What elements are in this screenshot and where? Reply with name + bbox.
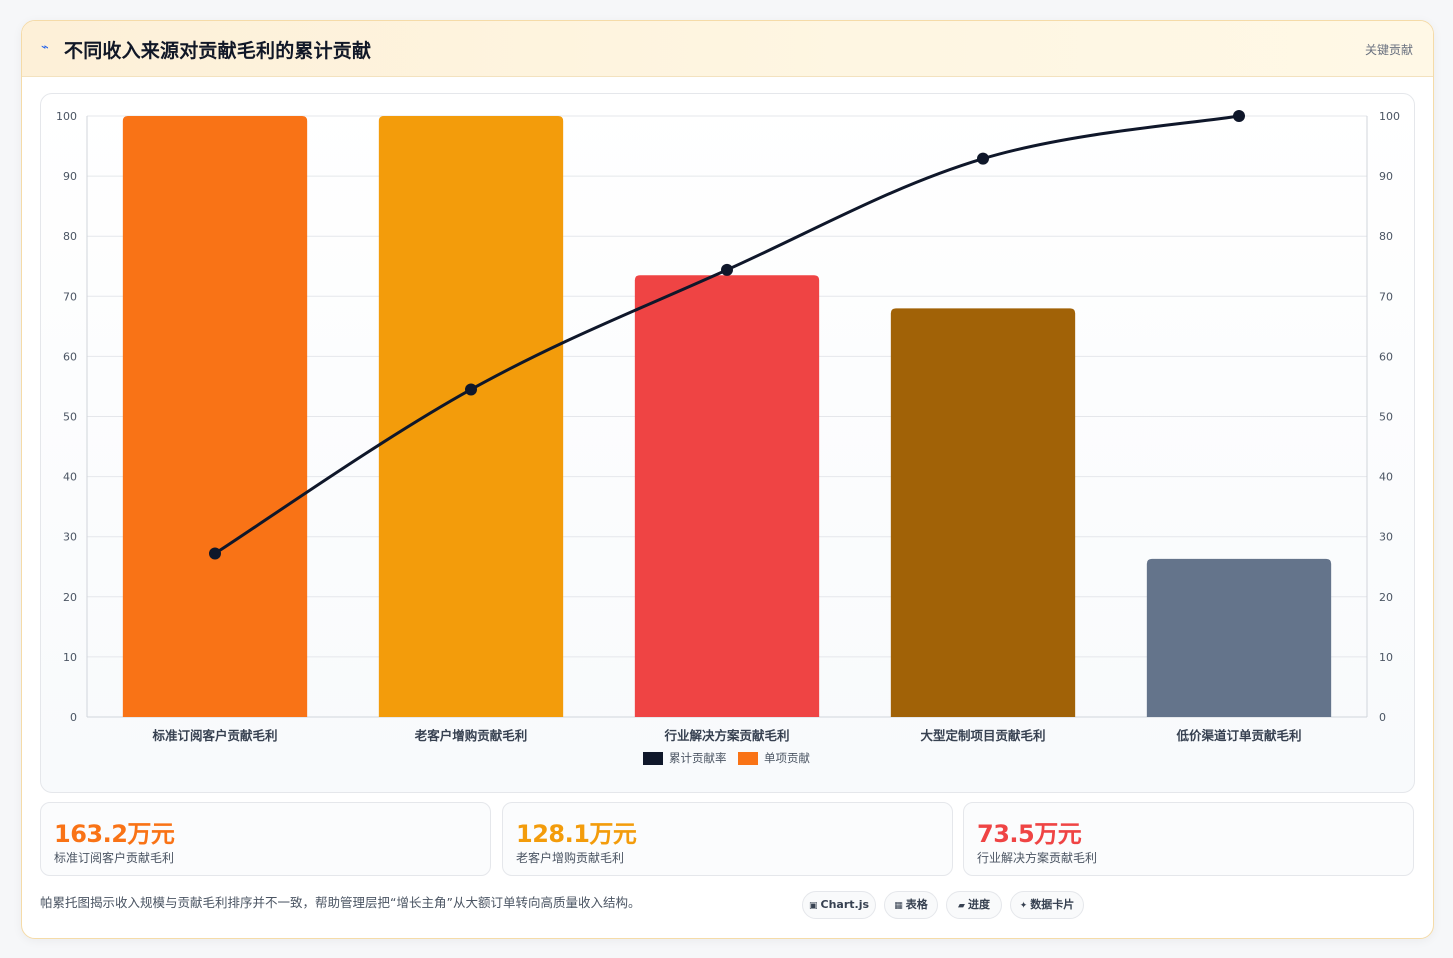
metric-label: 标准订阅客户贡献毛利	[54, 851, 175, 865]
y-tick-label: 30	[63, 531, 77, 544]
chip-label: Chart.js	[820, 898, 870, 911]
chip-label: 数据卡片	[1030, 898, 1075, 911]
progress-icon: ▰	[958, 901, 965, 911]
y2-tick-label: 60	[1379, 350, 1393, 363]
y2-tick-label: 30	[1379, 531, 1393, 544]
cumulative-point	[1233, 110, 1245, 122]
x-tick-label: 老客户增购贡献毛利	[414, 728, 528, 743]
metric-label: 行业解决方案贡献毛利	[977, 851, 1098, 865]
x-tick-label: 低价渠道订单贡献毛利	[1175, 728, 1301, 743]
cumulative-point	[465, 383, 477, 396]
dashboard-card: ⌁ 不同收入来源对贡献毛利的累计贡献 关键贡献 0 10 20 30 40 50 60 70 8…	[21, 20, 1434, 939]
metric-card: 128.1万元 老客户增购贡献毛利	[502, 802, 953, 876]
metric-card: 163.2万元 标准订阅客户贡献毛利	[40, 802, 491, 876]
x-tick-label: 标准订阅客户贡献毛利	[151, 728, 277, 743]
metric-value: 128.1万元	[516, 820, 637, 848]
metric-value: 73.5万元	[977, 820, 1082, 848]
y-tick-label: 90	[63, 170, 77, 183]
chart-description: 帕累托图揭示收入规模与贡献毛利排序并不一致，帮助管理层把“增长主角”从大额订单转…	[40, 895, 641, 910]
y2-tick-label: 90	[1379, 170, 1393, 183]
metric-value: 163.2万元	[54, 820, 175, 848]
y-tick-label: 40	[63, 471, 77, 484]
sparkle-icon: ✦	[1019, 901, 1028, 911]
x-tick-label: 大型定制项目贡献毛利	[920, 728, 1045, 743]
y-tick-label: 20	[63, 591, 77, 604]
chip-chartjs[interactable]: ▣ Chart.js	[802, 891, 876, 919]
legend-swatch	[643, 752, 663, 765]
y-tick-label: 80	[63, 230, 77, 243]
y2-tick-label: 70	[1379, 290, 1393, 303]
chip-data-cards[interactable]: ✦ 数据卡片	[1010, 891, 1084, 919]
chip-label: 进度	[967, 898, 990, 911]
chart-panel: 0 10 20 30 40 50 60 70 80 90 100 0 10 20 30 40 50 60 70 80 9…	[40, 93, 1415, 793]
chip-label: 表格	[905, 898, 928, 911]
cumulative-point	[721, 263, 733, 276]
y2-tick-label: 100	[1379, 110, 1400, 123]
chip-table[interactable]: ▦ 表格	[884, 891, 938, 919]
y2-tick-label: 40	[1379, 471, 1393, 484]
y2-tick-label: 0	[1379, 711, 1386, 724]
x-tick-label: 行业解决方案贡献毛利	[663, 728, 789, 743]
y-tick-label: 50	[63, 411, 77, 424]
legend-swatch	[738, 752, 758, 765]
y-tick-label: 10	[63, 651, 77, 664]
y-tick-label: 100	[56, 110, 77, 123]
metric-card: 73.5万元 行业解决方案贡献毛利	[963, 802, 1414, 876]
bar	[122, 116, 308, 717]
chart-icon: ⌁	[41, 40, 49, 55]
y-tick-label: 70	[63, 290, 77, 303]
y2-tick-label: 10	[1379, 651, 1393, 664]
cumulative-point	[977, 152, 989, 165]
chart-icon: ▣	[808, 901, 818, 911]
bar	[378, 116, 564, 717]
page-title: 不同收入来源对贡献毛利的累计贡献	[64, 40, 372, 62]
header-tag: 关键贡献	[1364, 43, 1413, 57]
y-tick-label: 0	[70, 711, 77, 724]
metric-cards: 163.2万元 标准订阅客户贡献毛利 128.1万元 老客户增购贡献毛利 73.…	[40, 802, 1415, 876]
legend-label: 累计贡献率	[669, 751, 727, 765]
pareto-chart: 0 10 20 30 40 50 60 70 80 90 100 0 10 20 30 40 50 60 70 80 9…	[56, 110, 1400, 765]
bar	[1146, 558, 1332, 717]
bar	[634, 275, 820, 717]
table-icon: ▦	[894, 901, 903, 911]
cumulative-point	[209, 547, 221, 560]
y2-tick-label: 80	[1379, 230, 1393, 243]
y-tick-label: 60	[63, 350, 77, 363]
chip-progress[interactable]: ▰ 进度	[946, 891, 1002, 919]
y2-tick-label: 20	[1379, 591, 1393, 604]
bar	[890, 308, 1076, 717]
legend-label: 单项贡献	[764, 751, 810, 765]
card-header: ⌁ 不同收入来源对贡献毛利的累计贡献 关键贡献	[22, 21, 1433, 77]
metric-label: 老客户增购贡献毛利	[516, 851, 625, 865]
y2-tick-label: 50	[1379, 411, 1393, 424]
